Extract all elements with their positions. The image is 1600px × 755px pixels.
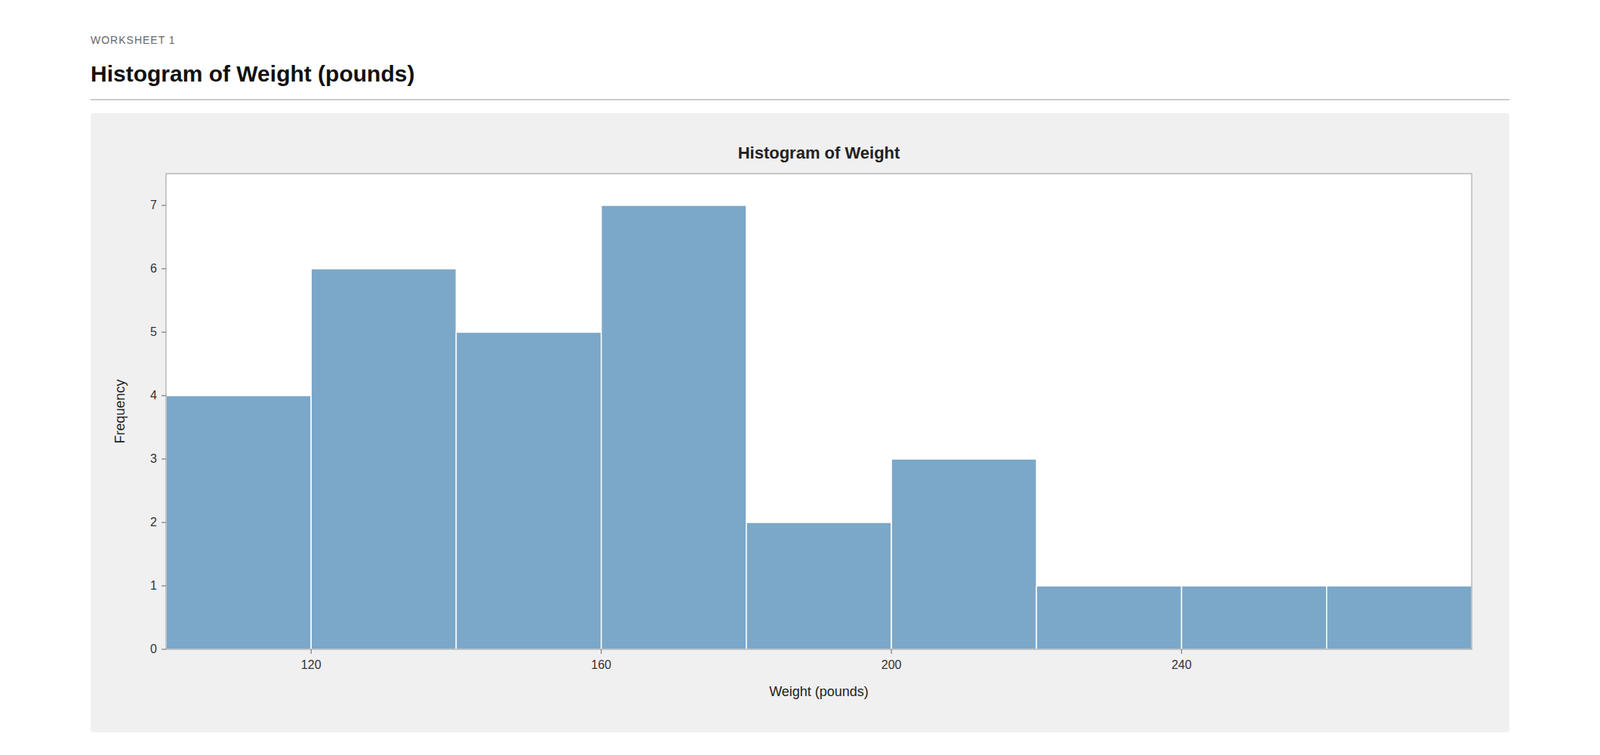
- x-tick-label: 200: [881, 658, 902, 671]
- histogram-bar: [1181, 585, 1327, 650]
- x-tick: [891, 649, 893, 654]
- page: {"chart_data": {"type": "histogram", "ti…: [0, 0, 1600, 755]
- y-tick-label: 3: [150, 452, 157, 465]
- y-tick-label: 0: [150, 642, 157, 656]
- y-tick: [161, 522, 167, 524]
- y-tick-label: 2: [150, 515, 157, 529]
- panel: [90, 113, 1510, 733]
- chart-title: Histogram of Weight: [738, 143, 901, 163]
- plot-frame: [166, 173, 1472, 650]
- y-tick: [161, 649, 167, 650]
- y-tick-label: 7: [150, 198, 157, 212]
- plot-background: [166, 173, 1472, 650]
- x-tick: [600, 649, 602, 654]
- histogram-bar: [166, 395, 311, 650]
- x-axis-label: Weight (pounds): [769, 683, 869, 699]
- x-tick-label: 240: [1171, 658, 1192, 671]
- histogram-bar: [601, 205, 747, 650]
- page-title: WORKSHEET 1: [90, 33, 176, 47]
- y-tick: [161, 332, 167, 333]
- divider: [90, 98, 1510, 101]
- x-tick: [1181, 649, 1182, 654]
- y-tick: [161, 268, 167, 270]
- y-tick: [161, 205, 167, 207]
- chart-svg: WORKSHEET 1 Histogram of Weight (pounds) 1…: [0, 0, 1600, 755]
- chart-container: WORKSHEET 1 Histogram of Weight (pounds) 1…: [0, 0, 1600, 755]
- y-tick-label: 1: [150, 578, 157, 592]
- y-tick-label: 4: [150, 388, 157, 402]
- y-axis-label: Frequency: [112, 378, 128, 444]
- y-tick-label: 6: [150, 261, 157, 275]
- x-tick-label: 160: [590, 658, 612, 671]
- histogram-bar: [310, 268, 456, 650]
- histogram-bar: [1036, 585, 1182, 650]
- y-tick: [161, 458, 167, 460]
- page-subtitle: Histogram of Weight (pounds): [90, 61, 415, 87]
- histogram-bar: [746, 522, 892, 650]
- histogram-bar: [455, 332, 601, 650]
- histogram-bar: [891, 458, 1037, 650]
- y-tick: [161, 585, 167, 587]
- y-tick: [161, 395, 167, 397]
- histogram-bar: [1326, 585, 1472, 650]
- bars: [166, 205, 1472, 650]
- x-tick-label: 120: [301, 658, 322, 671]
- y-tick-label: 5: [150, 325, 157, 339]
- x-tick: [310, 649, 312, 654]
